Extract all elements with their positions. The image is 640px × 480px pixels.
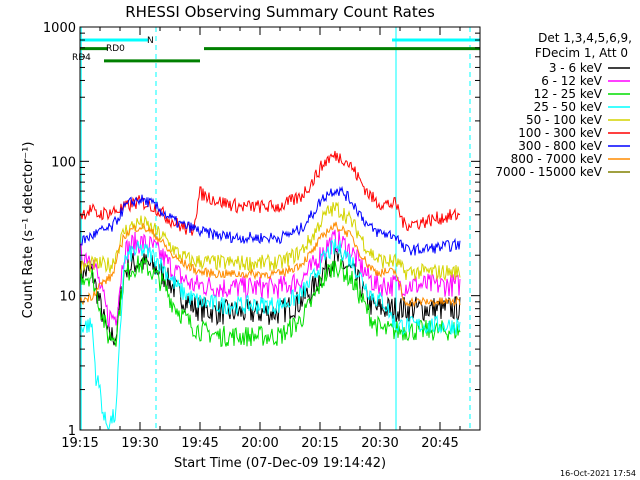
flag-label-rd4: RD4 [72, 53, 91, 63]
series-line-2 [79, 229, 461, 327]
legend-label-9: 7000 - 15000 keV [495, 165, 602, 179]
series-line-5 [79, 201, 461, 282]
y-axis-label: Count Rate (s⁻¹ detector⁻¹) [21, 142, 36, 319]
series-line-7 [79, 185, 461, 256]
x-tick-label: 20:15 [301, 436, 338, 451]
x-tick-label: 20:45 [421, 436, 458, 451]
legend-label-8: 800 - 7000 keV [511, 152, 603, 166]
series-line-4 [79, 238, 461, 430]
plot-area: N RD0 RD4 [72, 26, 481, 431]
y-tick-label: 1000 [43, 21, 76, 36]
series-line-8 [79, 221, 461, 308]
flag-label-n: N [147, 36, 154, 46]
y-tick-label: 1 [68, 424, 76, 439]
x-tick-label: 20:30 [361, 436, 398, 451]
y-axis-ticks: 1 10 100 1000 [43, 21, 480, 439]
series-line-1 [79, 247, 461, 346]
y-tick-label: 10 [59, 290, 76, 305]
legend-label-5: 50 - 100 keV [526, 113, 603, 127]
legend-label-3: 12 - 25 keV [534, 87, 603, 101]
legend-label-7: 300 - 800 keV [518, 139, 602, 153]
generation-timestamp: 16-Oct-2021 17:54 [560, 469, 636, 478]
legend-label-2: 6 - 12 keV [541, 74, 603, 88]
series-line-3 [79, 255, 461, 348]
chart-title: RHESSI Observing Summary Count Rates [125, 3, 435, 21]
series-line-6 [79, 150, 461, 236]
legend-header-decimation: FDecim 1, Att 0 [535, 46, 628, 60]
x-axis-label: Start Time (07-Dec-09 19:14:42) [174, 456, 386, 471]
legend-label-6: 100 - 300 keV [518, 126, 602, 140]
legend: Det 1,3,4,5,6,9, FDecim 1, Att 0 3 - 6 k… [495, 31, 632, 179]
x-tick-label: 19:45 [181, 436, 218, 451]
legend-label-4: 25 - 50 keV [534, 100, 603, 114]
x-tick-label: 20:00 [241, 436, 278, 451]
y-tick-label: 100 [51, 155, 76, 170]
x-tick-label: 19:30 [121, 436, 158, 451]
x-tick-label: 19:15 [61, 436, 98, 451]
x-axis-ticks: 19:15 19:30 19:45 20:00 20:15 20:30 20:45 [61, 27, 481, 451]
flag-label-rd0: RD0 [106, 44, 125, 54]
legend-label-1: 3 - 6 keV [549, 61, 603, 75]
legend-header-detectors: Det 1,3,4,5,6,9, [538, 31, 632, 45]
